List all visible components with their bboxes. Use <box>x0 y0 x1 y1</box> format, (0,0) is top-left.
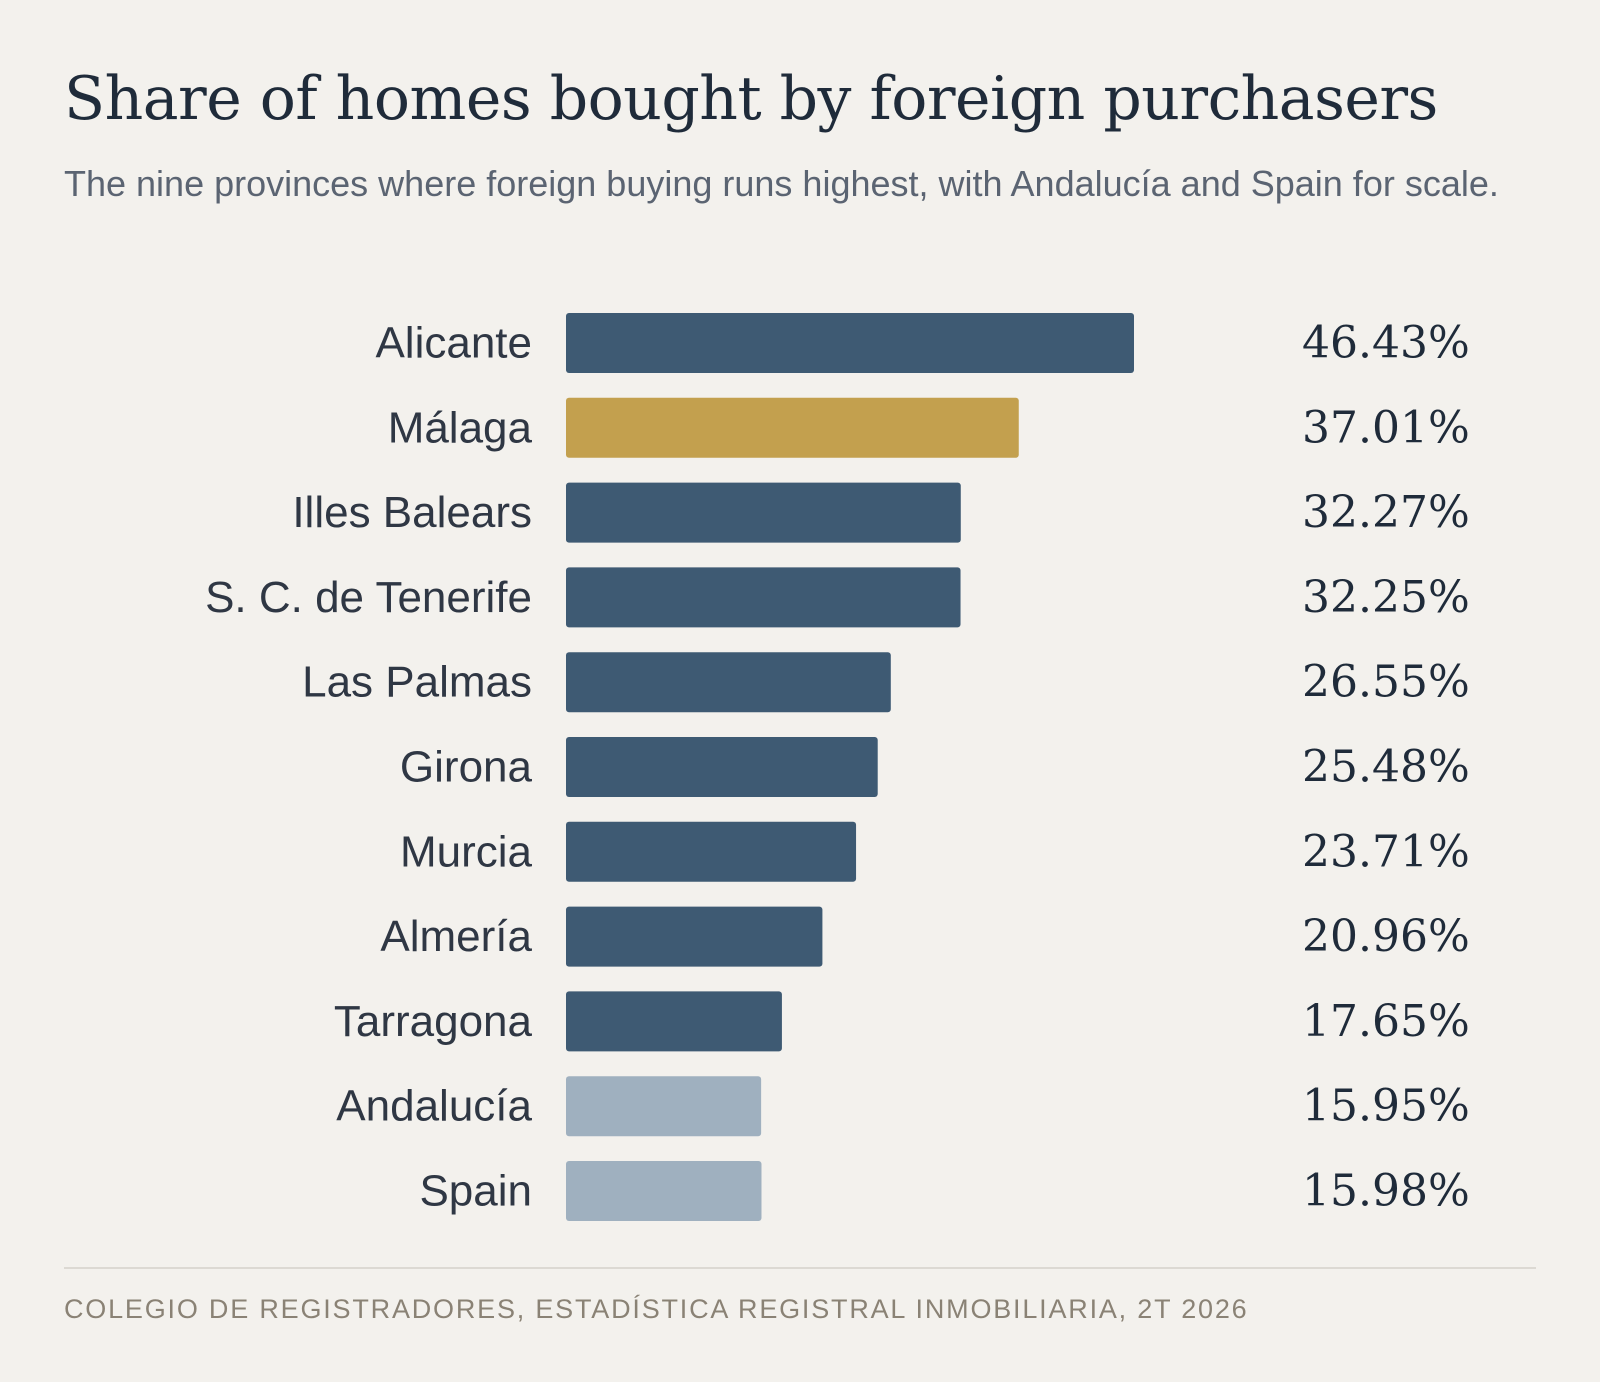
value-label: 15.98% <box>1302 1166 1470 1217</box>
chart-title: Share of homes bought by foreign purchas… <box>64 64 1438 134</box>
value-label: 32.25% <box>1302 572 1470 623</box>
bar-row-s-c-de-tenerife: S. C. de Tenerife 32.25% <box>205 567 1470 628</box>
value-label: 32.27% <box>1302 487 1470 538</box>
bar-row-malaga: Málaga 37.01% <box>388 397 1470 458</box>
category-label: Las Palmas <box>302 658 532 707</box>
value-label: 25.48% <box>1302 742 1470 793</box>
value-label: 17.65% <box>1302 996 1470 1047</box>
category-label: Girona <box>400 743 533 792</box>
value-label: 26.55% <box>1302 657 1470 708</box>
category-label: S. C. de Tenerife <box>205 573 532 622</box>
category-label: Tarragona <box>334 997 533 1046</box>
category-label: Andalucía <box>336 1082 532 1131</box>
bar <box>566 313 1134 373</box>
bar-chart: Alicante 46.43% Málaga 37.01% Illes Balears 3… <box>205 313 1470 1221</box>
bar <box>566 652 891 713</box>
bar-row-illes-balears: Illes Balears 32.27% <box>292 482 1470 543</box>
bar-row-girona: Girona 25.48% <box>400 737 1470 797</box>
bar <box>566 567 961 628</box>
category-label: Alicante <box>375 319 532 368</box>
value-label: 37.01% <box>1302 402 1470 453</box>
value-label: 20.96% <box>1302 911 1470 962</box>
category-label: Málaga <box>388 403 533 452</box>
bar-row-alicante: Alicante 46.43% <box>375 313 1470 373</box>
bar <box>566 1076 762 1137</box>
bar-row-tarragona: Tarragona 17.65% <box>334 991 1470 1052</box>
category-label: Murcia <box>400 827 533 876</box>
bar <box>566 1161 762 1221</box>
bar-row-murcia: Murcia 23.71% <box>400 821 1470 882</box>
bar <box>566 397 1019 458</box>
bar-row-andalucia: Andalucía 15.95% <box>336 1076 1470 1137</box>
category-label: Spain <box>419 1167 532 1216</box>
bar-row-almeria: Almería 20.96% <box>380 906 1470 967</box>
value-label: 46.43% <box>1302 318 1470 369</box>
footer-divider <box>64 1267 1536 1269</box>
chart-subtitle: The nine provinces where foreign buying … <box>64 163 1499 204</box>
bar <box>566 737 878 797</box>
bar-row-spain: Spain 15.98% <box>419 1161 1470 1221</box>
bar <box>566 821 857 882</box>
value-label: 23.71% <box>1302 826 1470 877</box>
bar <box>566 906 823 967</box>
category-label: Illes Balears <box>292 488 532 537</box>
source-note: COLEGIO DE REGISTRADORES, ESTADÍSTICA RE… <box>64 1294 1249 1324</box>
bar <box>566 991 782 1052</box>
bar <box>566 482 961 543</box>
bar-row-las-palmas: Las Palmas 26.55% <box>302 652 1470 713</box>
category-label: Almería <box>380 912 532 961</box>
value-label: 15.95% <box>1302 1081 1470 1132</box>
